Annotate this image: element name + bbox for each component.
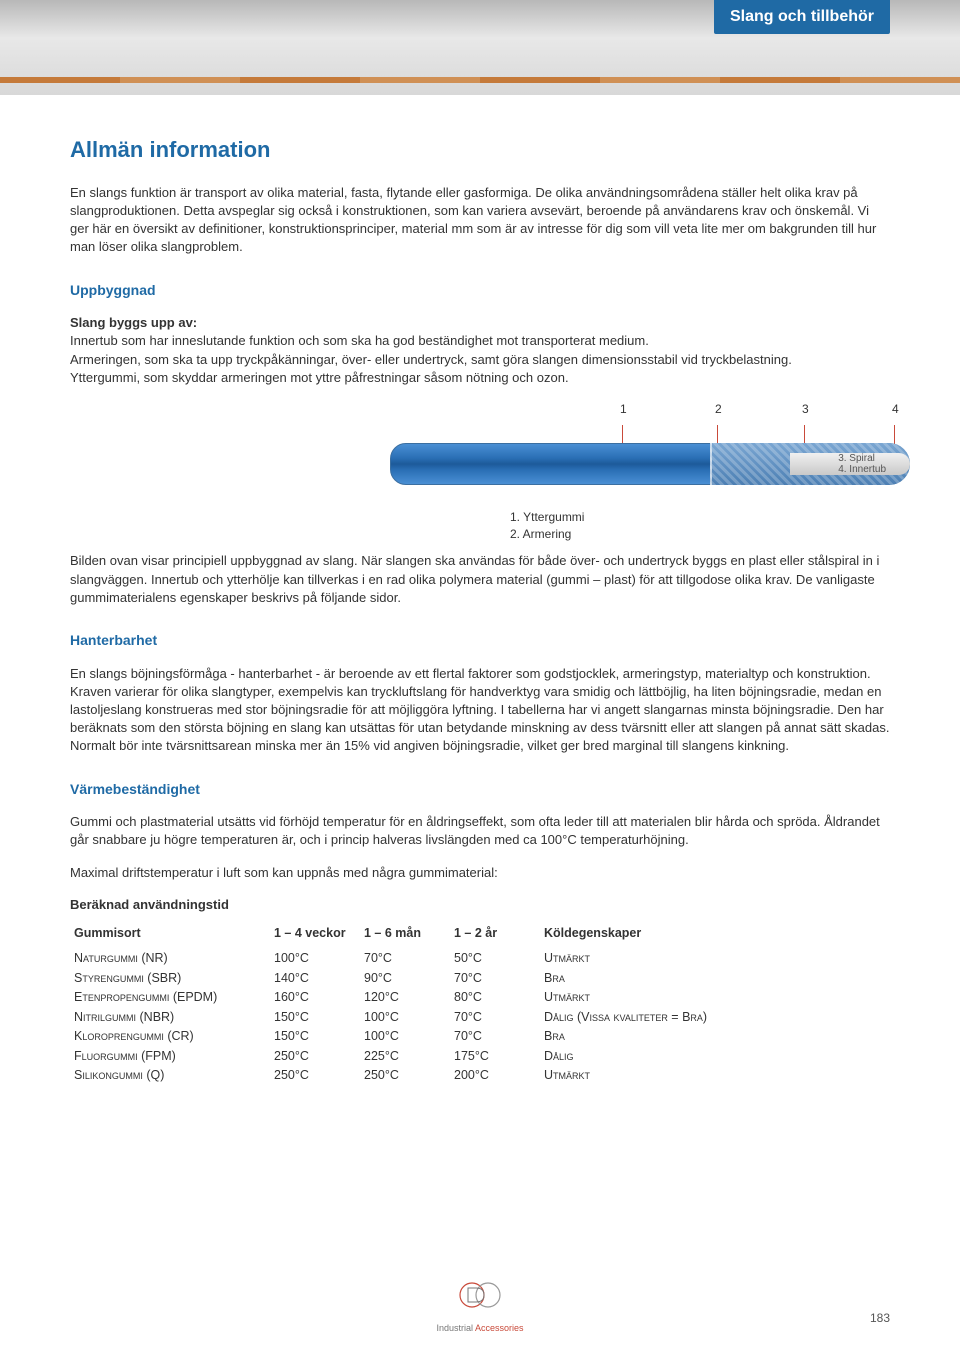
page: Slang och tillbehör Allmän information E…: [0, 0, 960, 1355]
table-cell: 175°C: [450, 1047, 540, 1067]
table-cell: 200°C: [450, 1066, 540, 1086]
intro-paragraph: En slangs funktion är transport av olika…: [70, 184, 890, 257]
th-gummisort: Gummisort: [70, 924, 270, 944]
section-hanterbarhet-heading: Hanterbarhet: [70, 631, 890, 651]
hanterbarhet-para: En slangs böjningsförmåga - hanterbarhet…: [70, 665, 890, 756]
table-cell: 160°C: [270, 988, 360, 1008]
material-table: Gummisort 1 – 4 veckor 1 – 6 mån 1 – 2 å…: [70, 924, 890, 1086]
page-number: 183: [870, 1310, 890, 1327]
table-cell: 90°C: [360, 969, 450, 989]
th-col-b: 1 – 6 mån: [360, 924, 450, 944]
th-col-a: 1 – 4 veckor: [270, 924, 360, 944]
diagram-callouts: 1 2 3 4: [480, 401, 890, 425]
callout-3: 3: [802, 401, 809, 418]
section-varme-heading: Värmebeständighet: [70, 780, 890, 800]
table-cell: 70°C: [450, 969, 540, 989]
hose-graphic: 3. Spiral 4. Innertub: [390, 429, 910, 499]
legend-2: 2. Armering: [510, 526, 890, 543]
table-cell: Utmärkt: [540, 949, 780, 969]
inner-label-4: 4. Innertub: [838, 464, 886, 475]
footer: Industrial Accessories: [0, 1280, 960, 1335]
diagram-legend: 1. Yttergummi 2. Armering: [510, 509, 890, 543]
callout-1: 1: [620, 401, 627, 418]
table-body: Naturgummi (NR)100°C70°C50°CUtmärktStyre…: [70, 949, 890, 1086]
th-col-c: 1 – 2 år: [450, 924, 540, 944]
table-cell: 70°C: [360, 949, 450, 969]
callout-2: 2: [715, 401, 722, 418]
table-cell: 100°C: [360, 1027, 450, 1047]
varme-para2: Maximal driftstemperatur i luft som kan …: [70, 864, 890, 882]
table-cell: 70°C: [450, 1008, 540, 1028]
header-band: Slang och tillbehör: [0, 0, 960, 95]
table-cell: 250°C: [270, 1047, 360, 1067]
table-cell: Bra: [540, 1027, 780, 1047]
table-cell: Nitrilgummi (NBR): [70, 1008, 270, 1028]
legend-1: 1. Yttergummi: [510, 509, 890, 526]
inner-label-3: 3. Spiral: [838, 453, 886, 464]
table-cell: 150°C: [270, 1008, 360, 1028]
uppbyggnad-body: Slang byggs upp av: Innertub som har inn…: [70, 314, 890, 387]
table-cell: 100°C: [360, 1008, 450, 1028]
th-col-d: Köldegenskaper: [540, 924, 780, 944]
callout-4: 4: [892, 401, 899, 418]
uppbyggnad-line2: Armeringen, som ska ta upp tryckpåkännin…: [70, 352, 792, 367]
section-uppbyggnad-heading: Uppbyggnad: [70, 281, 890, 301]
footer-logo-icon: [450, 1280, 510, 1320]
table-cell: Utmärkt: [540, 1066, 780, 1086]
table-row: Nitrilgummi (NBR)150°C100°C70°CDålig (Vi…: [70, 1008, 890, 1028]
table-cell: 120°C: [360, 988, 450, 1008]
table-row: Naturgummi (NR)100°C70°C50°CUtmärkt: [70, 949, 890, 969]
footer-brand: Industrial Accessories: [0, 1322, 960, 1335]
table-cell: 50°C: [450, 949, 540, 969]
page-title: Allmän information: [70, 135, 890, 166]
table-cell: 250°C: [360, 1066, 450, 1086]
pointer-1: [622, 425, 623, 445]
table-header-row: Gummisort 1 – 4 veckor 1 – 6 mån 1 – 2 å…: [70, 924, 890, 944]
uppbyggnad-lead: Slang byggs upp av:: [70, 315, 197, 330]
table-row: Etenpropengummi (EPDM)160°C120°C80°CUtmä…: [70, 988, 890, 1008]
table-cell: Silikongummi (Q): [70, 1066, 270, 1086]
table-cell: Kloroprengummi (CR): [70, 1027, 270, 1047]
table-cell: Dålig: [540, 1047, 780, 1067]
table-cell: 80°C: [450, 988, 540, 1008]
table-cell: Dålig (Vissa kvaliteter = Bra): [540, 1008, 780, 1028]
footer-brand-1: Industrial: [436, 1323, 473, 1333]
table-row: Silikongummi (Q)250°C250°C200°CUtmärkt: [70, 1066, 890, 1086]
table-cell: 250°C: [270, 1066, 360, 1086]
varme-para1: Gummi och plastmaterial utsätts vid förh…: [70, 813, 890, 849]
table-cell: 225°C: [360, 1047, 450, 1067]
table-cell: 140°C: [270, 969, 360, 989]
footer-brand-2: Accessories: [475, 1323, 524, 1333]
table-cell: Naturgummi (NR): [70, 949, 270, 969]
table-cell: Fluorgummi (FPM): [70, 1047, 270, 1067]
table-cell: 100°C: [270, 949, 360, 969]
table-row: Kloroprengummi (CR)150°C100°C70°CBra: [70, 1027, 890, 1047]
table-row: Styrengummi (SBR)140°C90°C70°CBra: [70, 969, 890, 989]
table-title: Beräknad användningstid: [70, 896, 890, 914]
table-cell: Bra: [540, 969, 780, 989]
table-row: Fluorgummi (FPM)250°C225°C175°CDålig: [70, 1047, 890, 1067]
uppbyggnad-para-below: Bilden ovan visar principiell uppbyggnad…: [70, 552, 890, 607]
header-tab: Slang och tillbehör: [714, 0, 890, 34]
pointer-2: [717, 425, 718, 445]
table-cell: Styrengummi (SBR): [70, 969, 270, 989]
uppbyggnad-line3: Yttergummi, som skyddar armeringen mot y…: [70, 370, 569, 385]
hose-diagram: 1 2 3 4 3. Spiral 4. Innertub 1. Yttergu…: [70, 401, 890, 543]
hose-inner-labels: 3. Spiral 4. Innertub: [838, 453, 886, 475]
table-cell: 150°C: [270, 1027, 360, 1047]
uppbyggnad-line1: Innertub som har inneslutande funktion o…: [70, 333, 649, 348]
table-cell: 70°C: [450, 1027, 540, 1047]
table-cell: Utmärkt: [540, 988, 780, 1008]
table-cell: Etenpropengummi (EPDM): [70, 988, 270, 1008]
